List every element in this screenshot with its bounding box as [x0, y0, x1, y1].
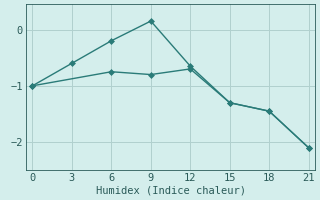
X-axis label: Humidex (Indice chaleur): Humidex (Indice chaleur): [96, 186, 245, 196]
